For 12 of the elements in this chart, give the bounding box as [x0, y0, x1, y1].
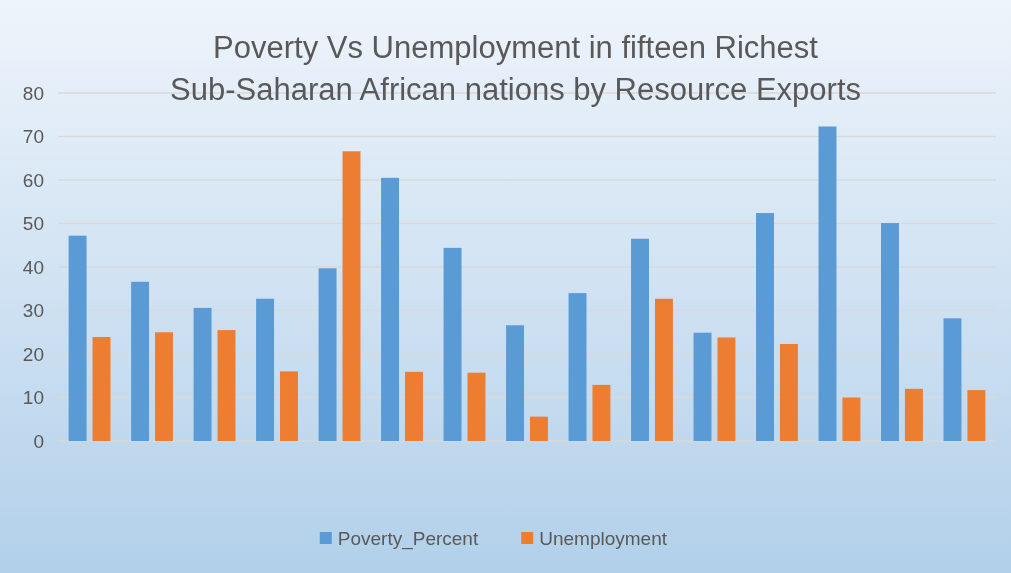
y-tick-label: 70	[22, 126, 44, 148]
legend-label: Unemployment	[539, 527, 668, 549]
y-tick-label: 20	[22, 343, 44, 365]
y-tick-label: 50	[22, 213, 44, 235]
y-tick-label: 0	[33, 430, 44, 452]
y-tick-label: 40	[22, 256, 44, 278]
y-tick-label: 60	[22, 169, 44, 191]
legend-label: Poverty_Percent	[337, 527, 479, 550]
y-tick-label: 10	[22, 387, 44, 409]
y-tick-label: 80	[22, 82, 44, 104]
chart-title: Poverty Vs Unemployment in fifteen Richest Sub-Saharan African nations by Resource Exports	[170, 30, 861, 107]
y-tick-label: 30	[22, 300, 44, 322]
